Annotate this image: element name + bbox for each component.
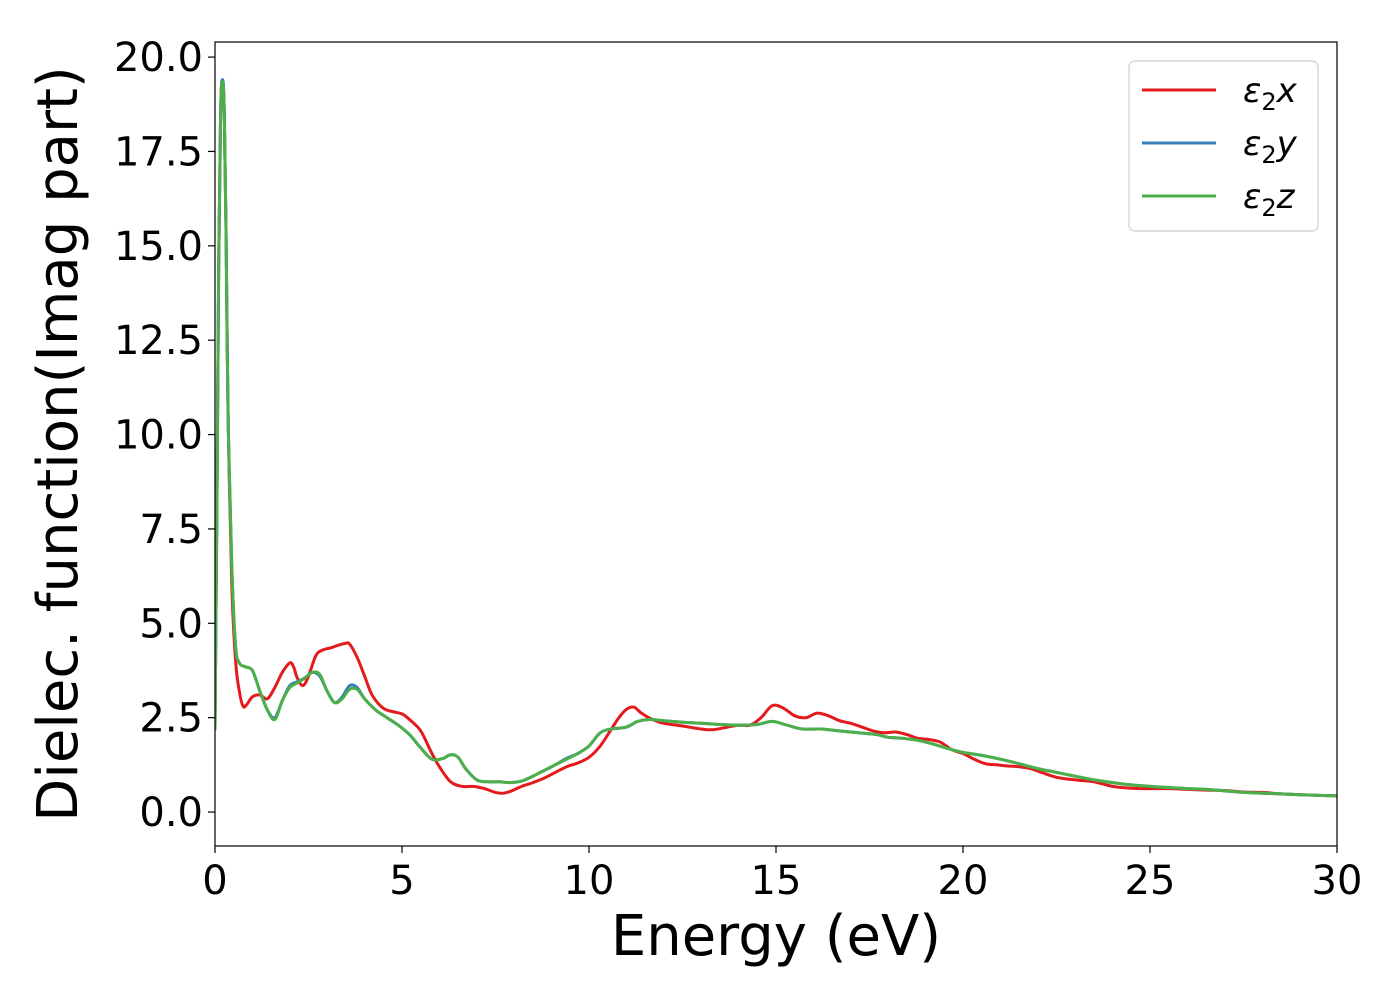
y-tick-label: 17.5 — [114, 129, 203, 175]
x-tick-label: 20 — [938, 858, 989, 904]
series-line-x — [215, 78, 1337, 798]
y-axis-ticks: 0.0 2.5 5.0 7.5 10.0 12.5 15.0 17.5 20.0 — [114, 35, 215, 836]
y-tick-label: 10.0 — [114, 413, 203, 459]
x-tick-label: 25 — [1125, 858, 1176, 904]
y-tick-label: 0.0 — [139, 790, 203, 836]
x-tick-label: 30 — [1312, 858, 1363, 904]
x-axis-label: Energy (eV) — [611, 904, 941, 969]
y-axis-label: Dielec. function(Imag part) — [26, 66, 91, 822]
y-tick-label: 5.0 — [139, 601, 203, 647]
series-lines — [215, 78, 1337, 798]
legend: ε2x ε2y ε2z — [1128, 60, 1319, 232]
legend-label-y: ε2y — [1243, 124, 1298, 169]
series-line-z — [215, 80, 1337, 798]
legend-frame — [1128, 60, 1319, 232]
y-tick-label: 7.5 — [139, 507, 203, 553]
y-tick-label: 2.5 — [139, 696, 203, 742]
legend-label-x: ε2x — [1243, 71, 1298, 116]
x-tick-label: 10 — [564, 858, 615, 904]
y-tick-label: 12.5 — [114, 318, 203, 364]
x-tick-label: 0 — [202, 858, 227, 904]
y-tick-label: 20.0 — [114, 35, 203, 81]
x-tick-label: 15 — [751, 858, 802, 904]
y-tick-label: 15.0 — [114, 224, 203, 270]
legend-label-z: ε2z — [1243, 177, 1296, 222]
x-tick-label: 5 — [389, 858, 414, 904]
x-axis-ticks: 0 5 10 15 20 25 30 — [202, 846, 1362, 904]
